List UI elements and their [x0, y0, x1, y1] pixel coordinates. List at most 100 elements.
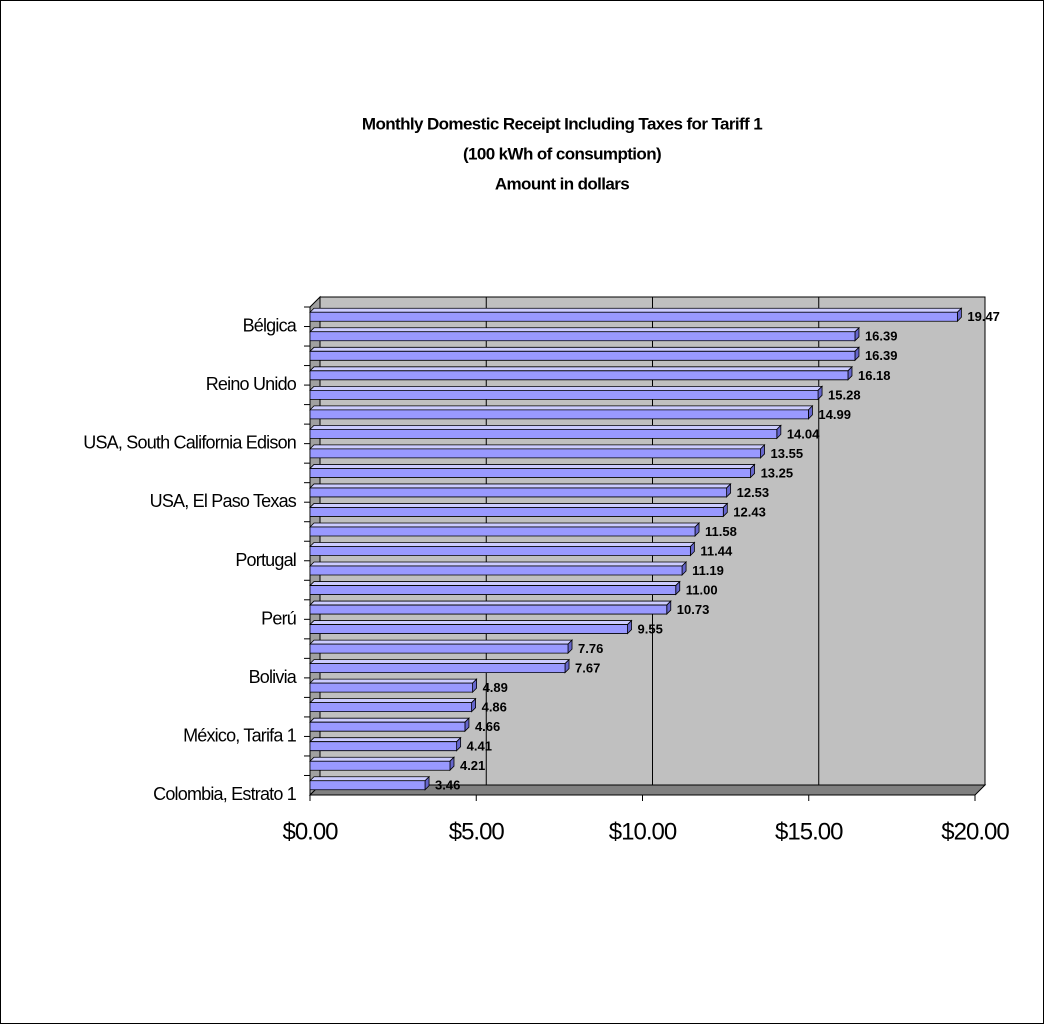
- value-label: 16.39: [865, 329, 898, 344]
- bar-face: [309, 444, 766, 450]
- bar: [309, 697, 477, 713]
- bar: [309, 736, 462, 752]
- bar: [309, 619, 633, 635]
- y-tick-label: Perú: [261, 608, 296, 628]
- bar-face: [309, 585, 677, 595]
- bar: [309, 482, 732, 498]
- bar-face: [309, 678, 478, 684]
- y-tick-label: USA, South California Edison: [83, 433, 296, 453]
- x-tick-label: $0.00: [282, 818, 338, 845]
- value-label: 19.47: [967, 309, 1000, 324]
- bar-face: [309, 702, 472, 713]
- y-tick-label: México, Tarifa 1: [183, 725, 297, 745]
- value-label: 15.28: [828, 387, 861, 402]
- chart-title: Monthly Domestic Receipt Including Taxes…: [362, 114, 762, 133]
- value-label: 9.55: [638, 622, 663, 637]
- bar-face: [309, 639, 573, 645]
- bar-face: [309, 350, 856, 361]
- bar-face: [309, 526, 696, 537]
- bar: [309, 365, 853, 381]
- bar: [309, 775, 431, 791]
- y-tick-label: Colombia, Estrato 1: [153, 784, 297, 804]
- value-label: 10.73: [677, 602, 710, 617]
- bar-face: [309, 327, 860, 333]
- bar-face: [309, 698, 477, 704]
- x-tick-label: $5.00: [449, 818, 505, 845]
- value-label: 7.67: [575, 661, 600, 676]
- value-label: 12.43: [733, 504, 766, 519]
- bar: [309, 600, 672, 616]
- bar: [309, 404, 814, 420]
- bar: [309, 561, 688, 576]
- bar-face: [309, 487, 728, 498]
- bar-face: [309, 659, 570, 665]
- bar-face: [309, 682, 473, 693]
- y-tick-label: Reino Unido: [206, 374, 297, 394]
- bar: [309, 756, 455, 772]
- bar-face: [309, 741, 458, 752]
- bar: [309, 307, 963, 323]
- value-label: 7.76: [578, 641, 603, 656]
- bar-face: [309, 385, 824, 391]
- bar-face: [309, 581, 681, 586]
- bar-face: [309, 448, 761, 459]
- bar-face: [309, 561, 688, 567]
- y-tick-label: USA, El Paso Texas: [150, 491, 297, 511]
- y-tick-label: Portugal: [235, 550, 296, 570]
- bar-face: [309, 503, 729, 508]
- bar-face: [309, 760, 451, 771]
- bar-face: [309, 565, 683, 576]
- bar-face: [309, 346, 860, 352]
- value-label: 4.41: [467, 739, 492, 754]
- bar-face: [309, 522, 701, 528]
- bar: [309, 502, 729, 518]
- x-tick-label: $20.00: [941, 818, 1009, 845]
- value-label: 4.66: [475, 719, 500, 734]
- bar: [309, 424, 782, 440]
- chart-title: (100 kWh of consumption): [463, 144, 661, 163]
- bar-face: [309, 604, 668, 615]
- bar-face: [309, 483, 732, 489]
- bar-face: [309, 600, 672, 606]
- y-tick-label: Bélgica: [243, 316, 298, 336]
- bar-face: [309, 737, 462, 743]
- bar-face: [309, 366, 853, 372]
- value-label: 4.89: [483, 680, 508, 695]
- value-label: 12.53: [737, 485, 770, 500]
- x-tick-label: $10.00: [609, 818, 677, 845]
- value-label: 4.86: [482, 700, 507, 715]
- value-label: 14.04: [787, 426, 820, 441]
- bar-face: [309, 624, 628, 634]
- value-label: 14.99: [818, 407, 851, 422]
- value-label: 11.44: [700, 543, 733, 558]
- bar-face: [309, 389, 819, 400]
- value-label: 16.18: [858, 368, 891, 383]
- bar-face: [309, 546, 691, 556]
- value-label: 13.25: [761, 465, 794, 480]
- bar-face: [309, 311, 958, 322]
- bar: [309, 463, 756, 479]
- chart-title: Amount in dollars: [495, 174, 629, 193]
- bar: [309, 639, 573, 655]
- bar-face: [309, 776, 431, 782]
- bar: [309, 443, 766, 459]
- bar: [309, 678, 478, 694]
- bar-face: [309, 468, 751, 478]
- bar-face: [309, 620, 633, 625]
- bar-face: [309, 405, 814, 411]
- bar-face: [309, 663, 566, 674]
- bar: [309, 541, 696, 557]
- value-label: 4.21: [460, 758, 485, 773]
- bar-face: [309, 464, 756, 469]
- bar-face: [309, 780, 426, 791]
- value-label: 11.00: [686, 582, 718, 597]
- value-label: 11.19: [692, 563, 724, 578]
- bar: [309, 658, 570, 674]
- value-label: 13.55: [771, 446, 804, 461]
- bar-face: [309, 428, 778, 439]
- bar-face: [309, 331, 856, 342]
- bar: [309, 385, 824, 401]
- value-label: 3.46: [435, 778, 460, 793]
- bar-face: [309, 542, 696, 547]
- bar: [309, 580, 681, 596]
